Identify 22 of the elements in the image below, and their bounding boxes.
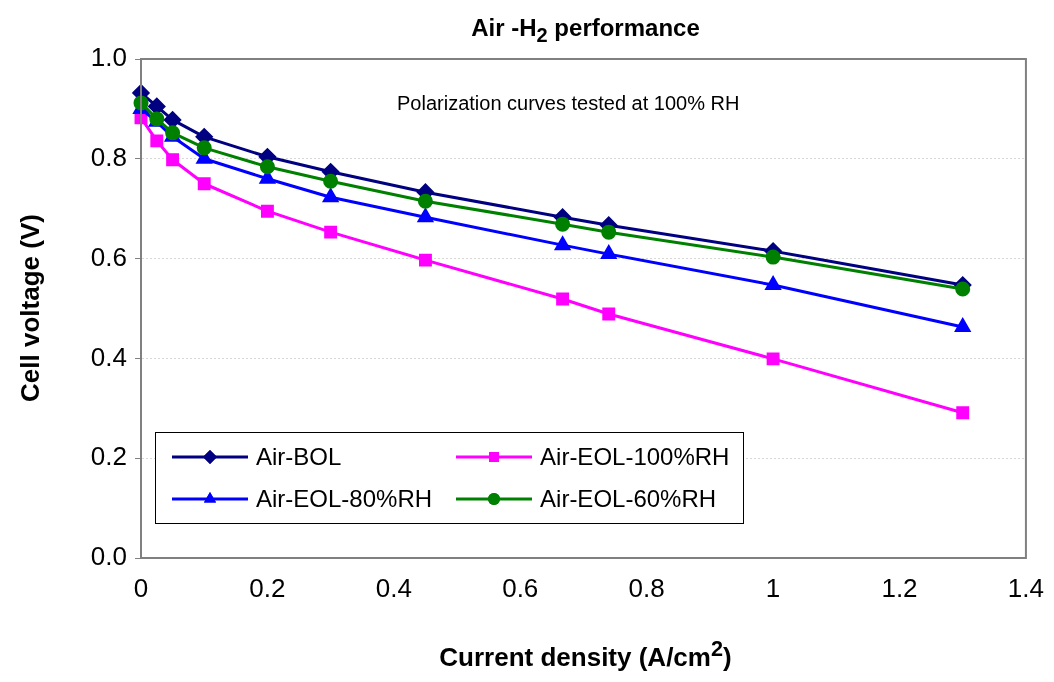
legend-label: Air-EOL-80%RH <box>256 485 433 513</box>
x-tick-label: 1.4 <box>1007 572 1045 603</box>
x-tick-label: 1 <box>765 572 781 603</box>
y-tick-label: 0.0 <box>90 541 127 572</box>
y-tick-label: 0.4 <box>90 341 127 372</box>
legend-label: Air-BOL <box>256 443 342 471</box>
x-axis-title: Current density (A/cm$^{2}$) <box>438 636 733 673</box>
annotation: Polarization curves tested at 100% RH <box>397 92 740 115</box>
y-tick-label: 0.6 <box>90 241 127 272</box>
legend-label: Air-EOL-100%RH <box>540 443 730 471</box>
chart-title: Air -H$_{2}$ performance <box>470 14 701 47</box>
x-tick-label: 0.2 <box>249 572 286 603</box>
y-tick-label: 1.0 <box>90 42 127 73</box>
x-tick-label: 0.8 <box>628 572 665 603</box>
x-tick-label: 0.4 <box>375 572 412 603</box>
x-tick-label: 0.6 <box>502 572 539 603</box>
y-axis-title: Cell voltage (V) <box>14 214 46 402</box>
x-tick-label: 1.2 <box>881 572 918 603</box>
x-tick-label: 0 <box>133 572 149 603</box>
legend-label: Air-EOL-60%RH <box>540 485 717 513</box>
y-tick-label: 0.2 <box>90 441 127 472</box>
y-tick-label: 0.8 <box>90 141 127 172</box>
